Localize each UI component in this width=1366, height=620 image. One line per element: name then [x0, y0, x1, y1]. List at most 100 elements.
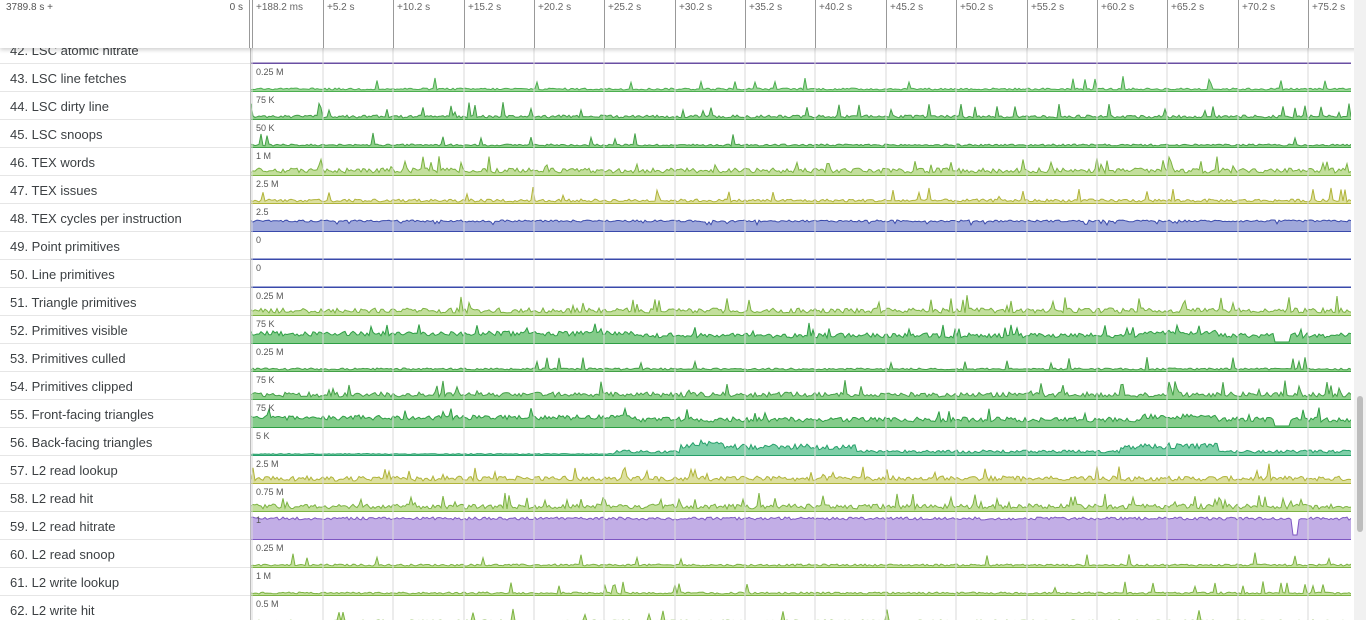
counter-track[interactable]: 57. L2 read lookup 2.5 M	[0, 457, 1354, 485]
track-max-value: 0	[256, 235, 262, 245]
counter-graph	[251, 132, 1351, 148]
track-graph[interactable]: 0.25 M	[250, 541, 1351, 569]
time-tick: +188.2 ms	[252, 0, 303, 48]
counter-track[interactable]: 43. LSC line fetches 0.25 M	[0, 65, 1354, 93]
time-tick-label: +35.2 s	[749, 2, 783, 13]
counter-line	[251, 439, 1351, 456]
time-tick: +60.2 s	[1097, 0, 1134, 48]
track-label[interactable]: 44. LSC dirty line	[0, 93, 250, 120]
vertical-scrollbar[interactable]	[1354, 0, 1366, 620]
track-graph[interactable]: 75 K	[250, 401, 1351, 429]
counter-track[interactable]: 61. L2 write lookup 1 M	[0, 569, 1354, 597]
time-tick-label: +50.2 s	[960, 2, 994, 13]
counter-track[interactable]: 51. Triangle primitives 0.25 M	[0, 289, 1354, 317]
time-tick-label: +65.2 s	[1171, 2, 1205, 13]
counter-track[interactable]: 55. Front-facing triangles 75 K	[0, 401, 1354, 429]
counter-area	[251, 295, 1351, 315]
track-graph[interactable]: 2.5 M	[250, 457, 1351, 485]
time-tick: +5.2 s	[323, 0, 355, 48]
counter-track[interactable]: 54. Primitives clipped 75 K	[0, 373, 1354, 401]
track-label[interactable]: 53. Primitives culled	[0, 345, 250, 372]
track-label[interactable]: 54. Primitives clipped	[0, 373, 250, 400]
track-label[interactable]: 43. LSC line fetches	[0, 65, 250, 92]
track-graph[interactable]: 75 K	[250, 93, 1351, 121]
track-label[interactable]: 58. L2 read hit	[0, 485, 250, 512]
track-label[interactable]: 56. Back-facing triangles	[0, 429, 250, 456]
counter-line	[251, 76, 1351, 91]
track-label[interactable]: 50. Line primitives	[0, 261, 250, 288]
counter-track[interactable]: 52. Primitives visible 75 K	[0, 317, 1354, 345]
track-graph[interactable]: 75 K	[250, 317, 1351, 345]
track-label[interactable]: 47. TEX issues	[0, 177, 250, 204]
track-label[interactable]: 52. Primitives visible	[0, 317, 250, 344]
track-label[interactable]: 49. Point primitives	[0, 233, 250, 260]
track-graph[interactable]: 0.25 M	[250, 345, 1351, 373]
counter-graph	[251, 463, 1351, 484]
track-graph[interactable]: 1 M	[250, 569, 1351, 597]
time-tick: +30.2 s	[675, 0, 712, 48]
track-graph[interactable]: 2.5	[250, 205, 1351, 233]
counter-graph	[251, 439, 1351, 456]
track-label[interactable]: 45. LSC snoops	[0, 121, 250, 148]
time-tick: +20.2 s	[534, 0, 571, 48]
counter-graph	[251, 258, 1351, 260]
counter-track[interactable]: 44. LSC dirty line 75 K	[0, 93, 1354, 121]
counter-track[interactable]: 49. Point primitives 0	[0, 233, 1354, 261]
counter-track[interactable]: 50. Line primitives 0	[0, 261, 1354, 289]
track-graph[interactable]: 0	[250, 261, 1351, 289]
track-graph[interactable]: 5 K	[250, 429, 1351, 457]
counter-track[interactable]: 45. LSC snoops 50 K	[0, 121, 1354, 149]
track-label[interactable]: 48. TEX cycles per instruction	[0, 205, 250, 232]
track-label[interactable]: 57. L2 read lookup	[0, 457, 250, 484]
track-graph[interactable]: 0	[250, 233, 1351, 261]
counter-track[interactable]: 58. L2 read hit 0.75 M	[0, 485, 1354, 513]
track-graph[interactable]: 0.75 M	[250, 485, 1351, 513]
time-tick-label: +188.2 ms	[256, 2, 303, 13]
track-graph[interactable]: 0.25 M	[250, 65, 1351, 93]
track-label[interactable]: 55. Front-facing triangles	[0, 401, 250, 428]
counter-area	[251, 517, 1351, 539]
track-label[interactable]: 51. Triangle primitives	[0, 289, 250, 316]
track-graph[interactable]: 0.25 M	[250, 289, 1351, 317]
counter-line	[251, 552, 1351, 567]
counter-area	[251, 493, 1351, 511]
track-graph[interactable]: 50 K	[250, 121, 1351, 149]
scrollbar-thumb[interactable]	[1357, 396, 1363, 532]
track-label[interactable]: 61. L2 write lookup	[0, 569, 250, 596]
track-label[interactable]: 59. L2 read hitrate	[0, 513, 250, 540]
counter-track[interactable]: 62. L2 write hit 0.5 M	[0, 597, 1354, 620]
track-max-value: 0.25 M	[256, 543, 284, 553]
time-tick-label: +25.2 s	[608, 2, 642, 13]
timeline-header[interactable]: 3789.8 s + 0 s +188.2 ms +5.2 s +10.2 s +15…	[0, 0, 1366, 48]
track-graph[interactable]: 0.5 M	[250, 597, 1351, 620]
track-max-value: 75 K	[256, 95, 275, 105]
time-tick: +55.2 s	[1027, 0, 1064, 48]
counter-line	[251, 357, 1351, 371]
track-graph[interactable]: 1 M	[250, 149, 1351, 177]
counter-track[interactable]: 46. TEX words 1 M	[0, 149, 1354, 177]
track-label[interactable]: 62. L2 write hit	[0, 597, 250, 620]
track-graph[interactable]: 2.5 M	[250, 177, 1351, 205]
track-label[interactable]: 46. TEX words	[0, 149, 250, 176]
counter-track[interactable]: 48. TEX cycles per instruction 2.5	[0, 205, 1354, 233]
counter-track[interactable]: 53. Primitives culled 0.25 M	[0, 345, 1354, 373]
time-tick-label: +45.2 s	[890, 2, 924, 13]
time-tick-label: +30.2 s	[679, 2, 713, 13]
track-max-value: 2.5 M	[256, 179, 279, 189]
track-label[interactable]: 60. L2 read snoop	[0, 541, 250, 568]
counter-track[interactable]: 60. L2 read snoop 0.25 M	[0, 541, 1354, 569]
counter-track[interactable]: 59. L2 read hitrate 1	[0, 513, 1354, 541]
counter-graph	[251, 608, 1344, 620]
track-max-value: 75 K	[256, 375, 275, 385]
track-max-value: 0	[256, 263, 262, 273]
counter-track[interactable]: 56. Back-facing triangles 5 K	[0, 429, 1354, 457]
track-graph[interactable]: 1	[250, 513, 1351, 541]
time-tick-label: +10.2 s	[397, 2, 431, 13]
counter-line	[251, 187, 1351, 204]
time-tick-label: +60.2 s	[1101, 2, 1135, 13]
track-max-value: 0.25 M	[256, 347, 284, 357]
counter-graph	[251, 76, 1351, 92]
track-graph[interactable]: 75 K	[250, 373, 1351, 401]
counter-track[interactable]: 47. TEX issues 2.5 M	[0, 177, 1354, 205]
